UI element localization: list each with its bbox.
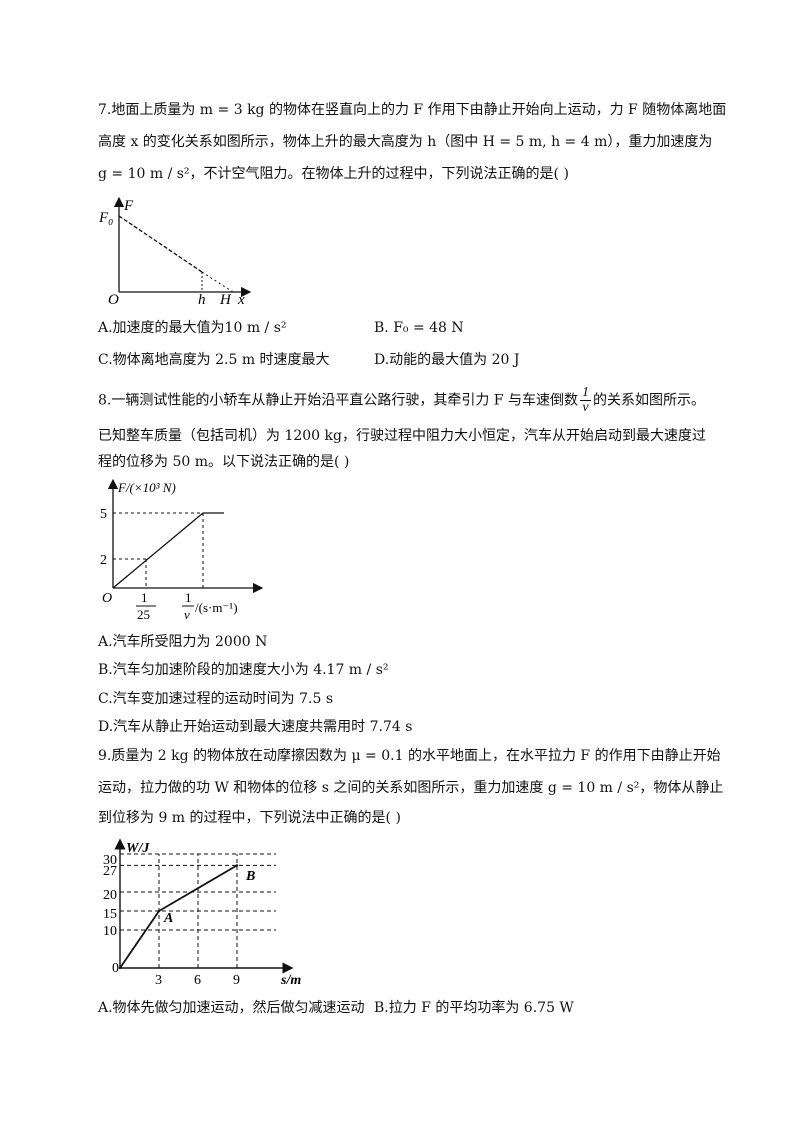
q8-line-1-text-a: 8.一辆测试性能的小轿车从静止开始沿平直公路行驶，其牵引力 F 与车速倒数: [98, 392, 578, 409]
q7-f0-label: F₀: [98, 210, 113, 226]
q9-x-axis-label: s/m: [280, 973, 301, 988]
q7-option-d: D.动能的最大值为 20 J: [374, 352, 520, 368]
q9-line-3: 到位移为 9 m 的过程中，下列说法中正确的是( ): [98, 810, 401, 826]
q9-point-a-label: A: [163, 911, 173, 926]
q8-option-a: A.汽车所受阻力为 2000 N: [98, 634, 268, 650]
q7-h-label: h: [198, 292, 206, 308]
q9-option-b: B.拉力 F 的平均功率为 6.75 W: [374, 1000, 574, 1016]
q8-line-2: 已知整车质量（包括司机）为 1200 kg，行驶过程中阻力大小恒定，汽车从开始启…: [98, 428, 706, 444]
q9-y-tick-10: 10: [103, 924, 117, 939]
q8-y-axis-label: F/(×10³ N): [117, 480, 176, 495]
q7-option-c: C.物体离地高度为 2.5 m 时速度最大: [98, 352, 330, 368]
q7-H-label: H: [219, 292, 232, 308]
q9-origin-label: 0: [112, 961, 119, 976]
q8-x-tick-num: 1: [141, 590, 148, 605]
q9-y-tick-15: 15: [103, 907, 117, 922]
q8-x-label-unit: /(s·m⁻¹): [195, 600, 238, 615]
q8-line-3: 程的位移为 50 m。以下说法正确的是( ): [98, 454, 350, 470]
q9-line-2: 运动，拉力做的功 W 和物体的位移 s 之间的关系如图所示，重力加速度 g = …: [98, 780, 724, 796]
q7-y-axis-label: F: [123, 198, 134, 214]
q8-frac-num: 1: [579, 385, 591, 401]
q7-line-2: 高度 x 的变化关系如图所示，物体上升的最大高度为 h（图中 H = 5 m, …: [98, 134, 713, 150]
q9-y-tick-20: 20: [103, 888, 117, 903]
q9-graph: W/J s/m 0 30 27 20 15 10 3 6 9 A B: [103, 838, 301, 988]
q9-x-tick-9: 9: [233, 973, 240, 988]
q8-y-tick-5: 5: [100, 507, 107, 522]
q7-option-b: B. F₀ = 48 N: [374, 320, 464, 336]
q9-point-b-label: B: [245, 869, 255, 884]
q7-option-a: A.加速度的最大值为10 m / s²: [98, 320, 287, 336]
q9-y-tick-30: 30: [103, 853, 117, 868]
q8-option-d: D.汽车从静止开始运动到最大速度共需用时 7.74 s: [98, 719, 413, 735]
q8-rising-line: [112, 512, 204, 589]
q7-line-1: 7.地面上质量为 m = 3 kg 的物体在竖直向上的力 F 作用下由静止开始向…: [98, 102, 727, 118]
q8-x-label-num: 1: [185, 590, 192, 605]
q9-y-tick-27: 27: [103, 864, 117, 879]
q8-y-tick-2: 2: [100, 553, 107, 568]
q9-x-tick-3: 3: [155, 973, 162, 988]
q7-force-line: [118, 215, 203, 273]
q7-x-axis-label: x: [237, 292, 245, 308]
q9-point-2: [235, 864, 239, 867]
q8-x-tick-den: 25: [137, 607, 150, 622]
q7-origin-label: O: [108, 292, 119, 308]
q8-x-label-den: v: [184, 607, 190, 622]
q9-x-tick-6: 6: [194, 973, 201, 988]
q8-line-1: 8.一辆测试性能的小轿车从静止开始沿平直公路行驶，其牵引力 F 与车速倒数 1 v 的…: [98, 386, 705, 415]
q9-line-1: 9.质量为 2 kg 的物体放在动摩擦因数为 μ = 0.1 的水平地面上，在水…: [98, 748, 721, 764]
q7-graph: F F₀ O h H x: [98, 196, 252, 308]
q9-option-a: A.物体先做匀加速运动，然后做匀减速运动: [98, 1000, 365, 1016]
q8-line-1-text-b: 的关系如图所示。: [592, 392, 705, 409]
q8-option-b: B.汽车匀加速阶段的加速度大小为 4.17 m / s²: [98, 662, 389, 678]
q7-line-3: g = 10 m / s²，不计空气阻力。在物体上升的过程中，下列说法正确的是(…: [98, 166, 569, 182]
q9-y-axis-label: W/J: [126, 841, 150, 856]
q8-graph: F/(×10³ N) 5 2 O 1 25 1 v /(s·m⁻¹): [100, 478, 264, 622]
q9-series-line: [119, 864, 238, 969]
q8-option-c: C.汽车变加速过程的运动时间为 7.5 s: [98, 691, 334, 707]
q9-point-1: [157, 909, 161, 913]
q8-frac-den: v: [582, 400, 589, 415]
q7-extension-line: [201, 271, 234, 293]
q8-origin-label: O: [102, 591, 112, 606]
